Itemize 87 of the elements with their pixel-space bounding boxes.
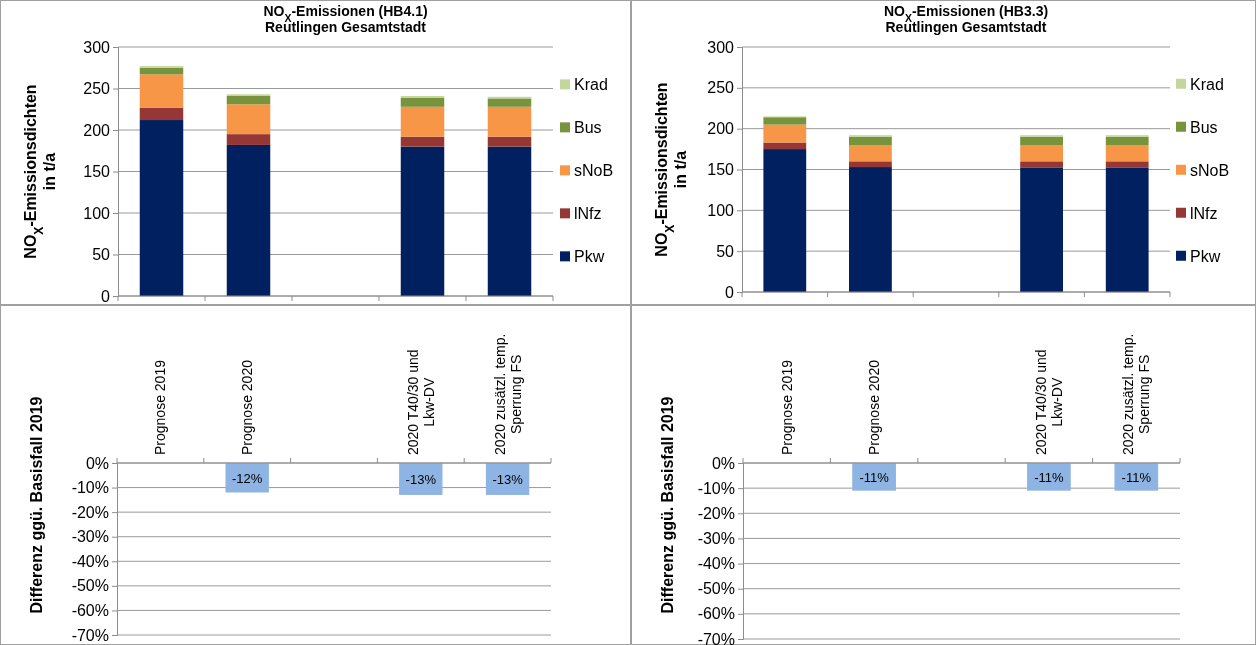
- y-tick-label: 0: [725, 283, 735, 301]
- bar: [400, 97, 445, 107]
- bar: [487, 98, 532, 107]
- bar: [1020, 167, 1063, 292]
- bar: [849, 161, 892, 168]
- data-label: -11%: [1034, 469, 1065, 485]
- data-label: -13%: [492, 471, 524, 487]
- bar: [763, 149, 807, 292]
- y-tick-label: -70%: [71, 626, 109, 644]
- y-tick-label: 200: [707, 120, 735, 138]
- data-label: -11%: [859, 469, 890, 485]
- y-tick-label: 0: [101, 287, 111, 305]
- y-tick-label: 250: [707, 79, 735, 97]
- bar: [763, 124, 807, 143]
- bar: [400, 106, 445, 137]
- bar: [400, 146, 445, 296]
- y-tick-label: -10%: [697, 479, 735, 497]
- y-tick-label: 50: [716, 242, 735, 260]
- y-tick-label: -60%: [697, 605, 735, 623]
- x-tick-label: 2020 zusätzl. temp. Sperrung FS: [1120, 333, 1153, 455]
- y-tick-label: 150: [707, 161, 735, 179]
- x-tick-label: 2020 T40/30 und Lkw-DV: [404, 349, 437, 455]
- legend-label: Bus: [574, 119, 602, 137]
- y-tick-label: -30%: [697, 530, 735, 548]
- data-label: -11%: [1121, 469, 1152, 485]
- y-tick-label: -60%: [71, 602, 109, 620]
- bar: [763, 117, 807, 125]
- bar: [487, 106, 532, 137]
- x-tick-label: Prognose 2019: [152, 359, 169, 455]
- data-label: -12%: [232, 470, 263, 486]
- y-axis-title: Differenz ggü. Basisfall 2019: [659, 396, 676, 614]
- bar: [1105, 167, 1149, 292]
- bar: [487, 146, 532, 296]
- x-tick-label: Prognose 2020: [866, 359, 883, 455]
- y-tick-label: 150: [83, 163, 111, 181]
- bar: [487, 136, 532, 147]
- y-tick-label: 100: [707, 201, 735, 219]
- y-tick-label: -70%: [697, 630, 735, 645]
- y-tick-label: -40%: [697, 555, 735, 573]
- legend-label: Krad: [1190, 75, 1224, 93]
- bar: [763, 142, 807, 150]
- legend-label: Pkw: [1190, 247, 1221, 265]
- data-label: -13%: [405, 471, 437, 487]
- bar: [226, 95, 271, 105]
- bar: [1105, 161, 1149, 168]
- bar: [226, 104, 271, 135]
- y-tick-label: 250: [83, 80, 111, 98]
- bar: [1020, 161, 1063, 168]
- bar: [139, 74, 184, 108]
- x-tick-label: 2020 zusätzl. temp. Sperrung FS: [491, 333, 524, 455]
- y-tick-label: 0%: [85, 454, 109, 472]
- bar: [1105, 145, 1149, 162]
- y-tick-label: 200: [83, 121, 111, 139]
- legend-label: Bus: [1190, 118, 1218, 136]
- legend-label: Krad: [574, 76, 608, 94]
- y-tick-label: -10%: [71, 479, 109, 497]
- bar: [1020, 145, 1063, 162]
- y-tick-label: -20%: [71, 503, 109, 521]
- y-axis-title: Differenz ggü. Basisfall 2019: [28, 396, 45, 614]
- bar: [849, 167, 892, 292]
- y-tick-label: -30%: [71, 528, 109, 546]
- x-tick-label: Prognose 2019: [778, 359, 795, 455]
- legend-label: sNoB: [574, 162, 614, 180]
- bar: [226, 144, 271, 296]
- bar: [849, 136, 892, 145]
- y-tick-label: -20%: [697, 504, 735, 522]
- y-tick-label: 300: [707, 38, 735, 56]
- bar: [849, 145, 892, 162]
- y-tick-label: 100: [83, 204, 111, 222]
- bar: [1105, 136, 1149, 145]
- x-tick-label: Prognose 2020: [239, 359, 256, 455]
- legend-label: sNoB: [1190, 161, 1230, 179]
- bar: [226, 134, 271, 145]
- x-tick-label: 2020 T40/30 und Lkw-DV: [1032, 349, 1065, 455]
- y-tick-label: -50%: [71, 577, 109, 595]
- legend-label: lNfz: [574, 205, 602, 223]
- bar: [139, 107, 184, 121]
- y-tick-label: 50: [92, 246, 111, 264]
- y-tick-label: 0%: [711, 454, 735, 472]
- y-tick-label: -40%: [71, 552, 109, 570]
- bar: [139, 120, 184, 296]
- bar: [400, 136, 445, 147]
- legend-label: lNfz: [1190, 204, 1218, 222]
- bar: [1020, 136, 1063, 145]
- legend-label: Pkw: [574, 248, 605, 266]
- y-tick-label: 300: [83, 38, 111, 56]
- y-tick-label: -50%: [697, 580, 735, 598]
